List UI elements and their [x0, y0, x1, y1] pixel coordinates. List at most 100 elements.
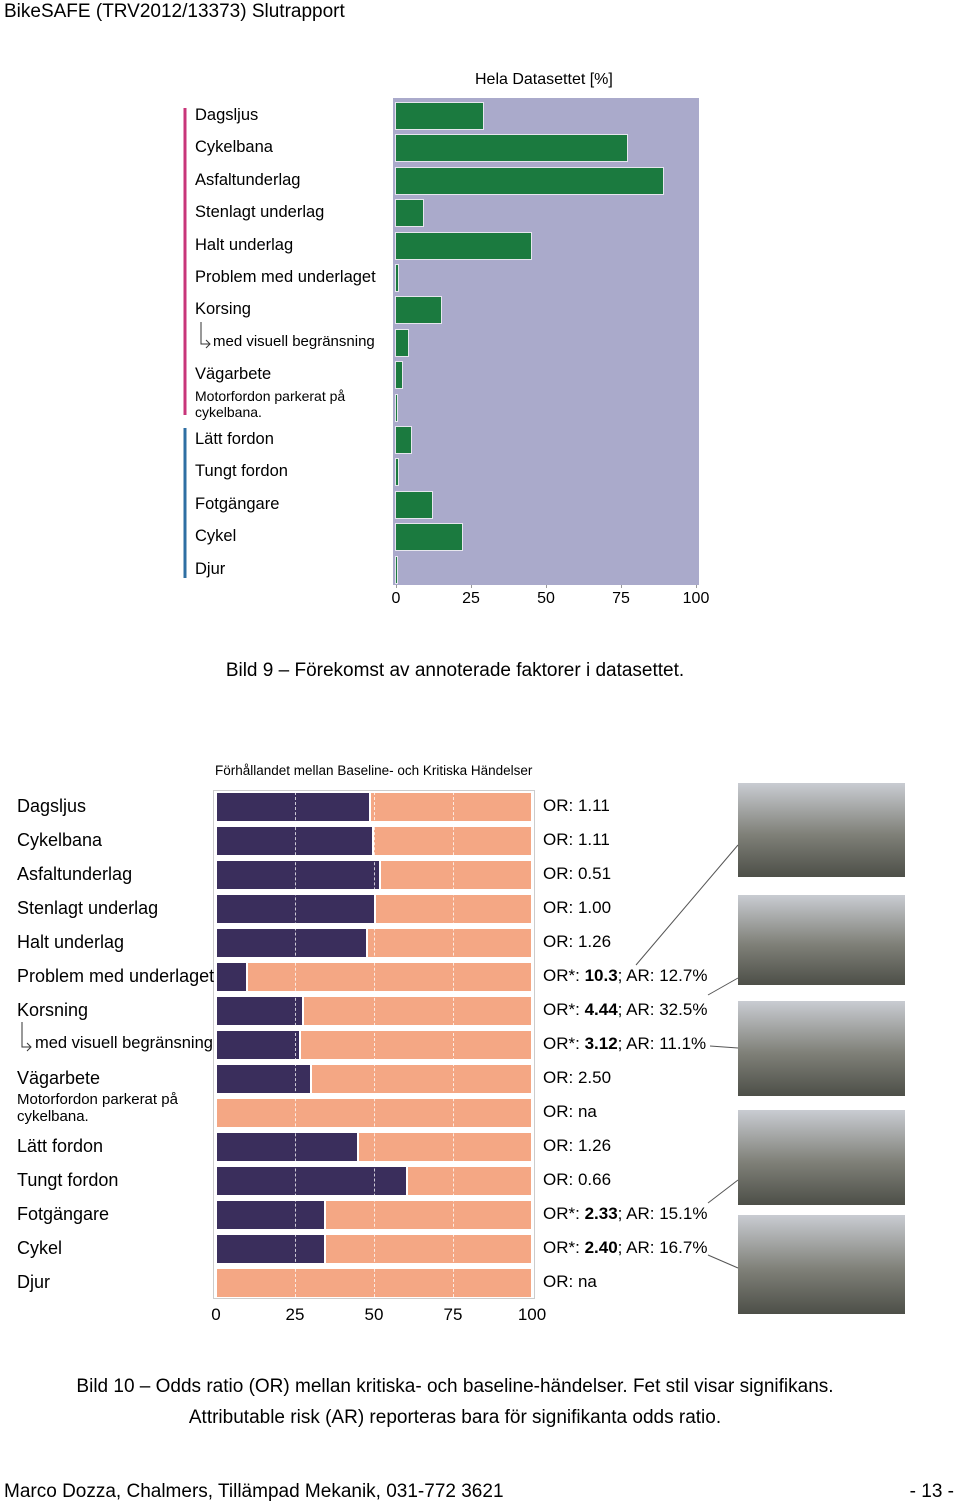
- category-label: Tungt fordon: [195, 462, 288, 481]
- category-label: med visuell begränsning: [213, 332, 375, 350]
- category-label: Korsning: [17, 1000, 89, 1020]
- annotation: OR: 1.26: [543, 932, 611, 952]
- annotation-part: OR*:: [543, 1034, 585, 1053]
- x-tick: [621, 585, 622, 588]
- annotation: OR: na: [543, 1102, 597, 1122]
- category-label: Cykel: [195, 527, 237, 546]
- photo: [738, 1001, 905, 1096]
- photos: [738, 783, 905, 1314]
- x-tick-label: 25: [462, 590, 480, 607]
- bar-segment: [325, 1234, 532, 1264]
- annotation: OR: 1.26: [543, 1136, 611, 1156]
- bar-segment: [369, 792, 532, 822]
- bar: [396, 427, 411, 453]
- annotation-part: OR: 0.66: [543, 1170, 612, 1189]
- annotation-part: ; AR: 15.1%: [617, 1204, 708, 1223]
- category-label: Vägarbete: [17, 1068, 101, 1088]
- category-label: Dagsljus: [17, 796, 87, 816]
- bar-segment: [216, 1166, 407, 1196]
- annotation-part: OR: 1.26: [543, 1136, 612, 1155]
- x-tick-label: 0: [211, 1305, 221, 1324]
- category-label: Asfaltunderlag: [17, 864, 133, 884]
- bar-segment: [300, 1030, 532, 1060]
- category-label: Cykelbana: [195, 138, 273, 157]
- annotation: OR*: 2.40; AR: 16.7%: [543, 1238, 707, 1258]
- bar-segment: [216, 1132, 359, 1162]
- leader-line: [707, 977, 739, 996]
- x-tick: [396, 585, 397, 588]
- bar-segment: [246, 962, 532, 992]
- x-tick: [696, 585, 697, 588]
- annotation-part: 3.12: [584, 1034, 618, 1053]
- x-tick-label: 75: [443, 1305, 463, 1324]
- bar-segment: [358, 1132, 532, 1162]
- photo: [738, 1215, 905, 1314]
- annotation-part: ; AR: 12.7%: [617, 966, 708, 985]
- leader-line: [709, 1045, 739, 1049]
- indent-arrow: [200, 322, 211, 349]
- bar: [396, 265, 398, 291]
- caption: Bild 9 – Förekomst av annoterade faktore…: [225, 660, 685, 681]
- caption: Bild 10 – Odds ratio (OR) mellan kritisk…: [76, 1376, 834, 1397]
- bar-segment: [310, 1064, 532, 1094]
- category-label: Lätt fordon: [17, 1136, 104, 1156]
- annotation: OR: 1.11: [543, 796, 610, 816]
- bar: [396, 459, 398, 486]
- bar: [396, 394, 397, 421]
- category-label: Problem med underlaget: [195, 268, 376, 286]
- bar-segment: [216, 1064, 311, 1094]
- category-label: Dagsljus: [195, 106, 259, 124]
- category-label: Lätt fordon: [195, 430, 274, 448]
- footer-right: - 13 -: [909, 1481, 954, 1502]
- leader-line: [635, 844, 739, 966]
- x-tick-label: 0: [391, 590, 401, 607]
- leader-line: [707, 1254, 739, 1269]
- x-tick-label: 75: [612, 590, 630, 607]
- annotation: OR: 1.00: [543, 898, 611, 918]
- bar: [396, 232, 531, 259]
- bar: [396, 556, 397, 583]
- category-label: Asfaltunderlag: [195, 170, 301, 189]
- x-tick: [471, 585, 472, 588]
- category-label: Fotgängare: [17, 1204, 110, 1224]
- x-tick-label: 100: [517, 1305, 547, 1324]
- annotation-part: OR*:: [543, 966, 585, 985]
- bar: [396, 329, 408, 356]
- annotation: OR: 2.50: [543, 1068, 611, 1088]
- annotation: OR*: 2.33; AR: 15.1%: [543, 1204, 707, 1224]
- annotation-part: ; AR: 16.7%: [617, 1238, 708, 1257]
- annotation: OR: 0.51: [543, 864, 611, 884]
- bar-segment: [216, 1234, 326, 1264]
- grid-line: [374, 792, 375, 1297]
- annotation-part: 2.33: [584, 1204, 618, 1223]
- category-label: Stenlagt underlag: [17, 898, 159, 918]
- category-label: Cykelbana: [17, 830, 103, 850]
- category-label: Motorfordon parkerat på cykelbana.: [195, 387, 346, 420]
- bar-segment: [325, 1200, 532, 1230]
- indent-arrow: [21, 1022, 32, 1052]
- bar-segment: [216, 860, 381, 890]
- category-label: Cykel: [17, 1238, 63, 1258]
- grid-line: [295, 792, 296, 1297]
- x-tick-label: 50: [537, 590, 555, 607]
- bar-segment: [380, 860, 532, 890]
- bar: [396, 103, 483, 129]
- annotation-part: OR*:: [543, 1238, 585, 1257]
- category-label: Problem med underlaget: [17, 966, 215, 986]
- bar-segment: [216, 996, 303, 1026]
- annotation-part: OR*:: [543, 1204, 585, 1223]
- bar: [396, 135, 627, 162]
- category-label: Motorfordon parkerat på cykelbana.: [17, 1091, 178, 1126]
- annotation-part: ; AR: 32.5%: [617, 1000, 708, 1019]
- annotation: OR: 0.66: [543, 1170, 611, 1190]
- plot-frame: [213, 790, 535, 1299]
- annotation-part: OR: na: [543, 1272, 597, 1291]
- category-label: med visuell begränsning: [35, 1034, 213, 1052]
- x-tick: [546, 585, 547, 588]
- annotation-part: OR: 1.11: [543, 830, 610, 849]
- annotation-part: OR*:: [543, 1000, 585, 1019]
- annotation-part: 2.40: [584, 1238, 618, 1257]
- header-title: BikeSAFE (TRV2012/13373) Slutrapport: [4, 1, 345, 22]
